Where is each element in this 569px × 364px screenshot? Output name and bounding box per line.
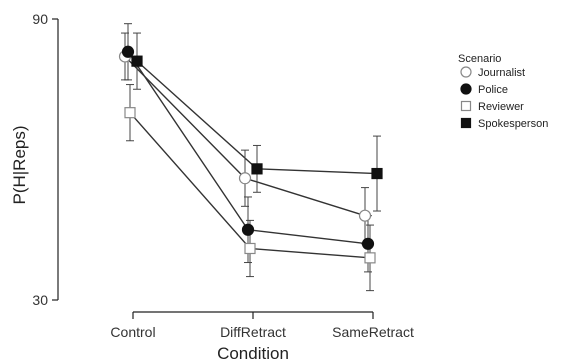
point-reviewer-diffretract <box>244 242 256 255</box>
y-axis-title: P(H|Reps) <box>10 125 29 204</box>
legend: Scenario Journalist Police Reviewer Spokesp… <box>458 53 548 130</box>
legend-items: Journalist Police Reviewer Spokesperson <box>460 66 548 130</box>
point-reviewer-control <box>124 107 136 119</box>
x-tick-label-control: Control <box>110 324 155 340</box>
y-tick-label-90: 90 <box>32 11 48 27</box>
legend-item-reviewer: Reviewer <box>460 100 524 113</box>
y-tick-label-30: 30 <box>32 292 48 308</box>
point-police-diffretract <box>241 223 255 236</box>
legend-marker-journalist <box>460 66 472 78</box>
legend-marker-spokesperson <box>460 117 472 129</box>
point-reviewer-sameretract <box>364 252 376 264</box>
legend-marker-police <box>460 83 472 95</box>
legend-item-journalist: Journalist <box>460 66 525 79</box>
point-police-control <box>121 45 135 58</box>
legend-item-police: Police <box>460 83 508 96</box>
point-police-sameretract <box>361 237 375 250</box>
point-journalist-diffretract <box>238 172 252 185</box>
legend-label-police: Police <box>478 84 508 96</box>
x-axis-title: Condition <box>217 344 289 363</box>
plot-area <box>118 23 383 292</box>
point-spokesperson-diffretract <box>251 163 263 175</box>
legend-label-spokesperson: Spokesperson <box>478 118 548 130</box>
legend-title: Scenario <box>458 53 501 65</box>
legend-item-spokesperson: Spokesperson <box>460 117 548 130</box>
legend-label-reviewer: Reviewer <box>478 101 524 113</box>
point-journalist-sameretract <box>358 209 372 222</box>
point-spokesperson-sameretract <box>371 167 383 180</box>
point-spokesperson-control <box>131 55 143 67</box>
legend-label-journalist: Journalist <box>478 67 525 79</box>
x-tick-label-diffretract: DiffRetract <box>220 324 286 340</box>
legend-marker-reviewer <box>460 100 472 112</box>
x-tick-label-sameretract: SameRetract <box>332 324 414 340</box>
